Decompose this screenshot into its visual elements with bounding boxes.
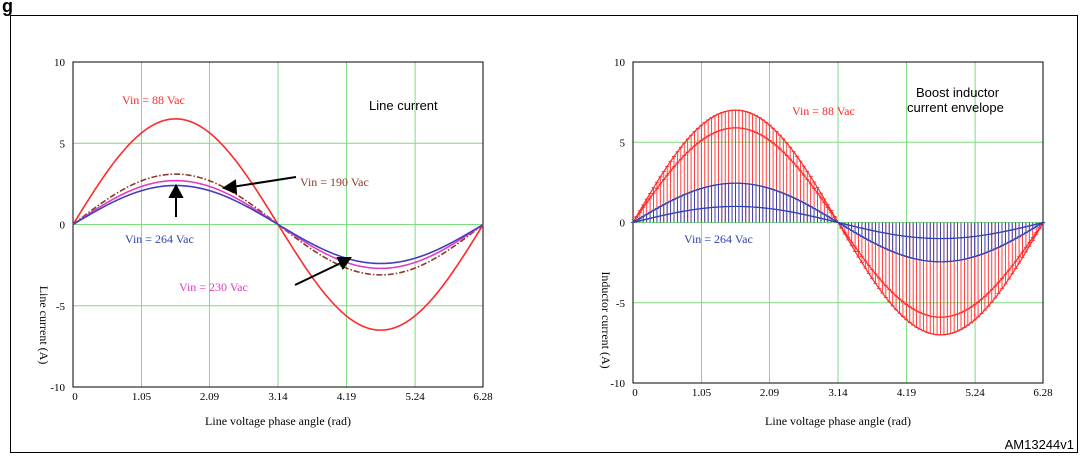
series-group xyxy=(631,109,1045,336)
x-axis-label: Line voltage phase angle (rad) xyxy=(765,414,911,428)
y-tick-label: -5 xyxy=(616,298,626,310)
annotation-vin230: Vin = 230 Vac xyxy=(179,280,248,294)
tick-labels: 0 1.05 2.09 3.14 4.19 5.24 6.28 10 5 0 -5 -10 xyxy=(610,57,1053,399)
x-tick-label: 3.14 xyxy=(828,387,848,399)
x-tick-label: 5.24 xyxy=(405,391,425,403)
y-axis-label: Inductor current (A) xyxy=(599,271,613,368)
x-tick-label: 1.05 xyxy=(132,391,152,403)
annotation-box-label-line1: Boost inductor xyxy=(916,85,1000,100)
x-tick-label: 6.28 xyxy=(473,391,493,403)
annotation-box-label: Line current xyxy=(369,98,438,113)
series-group xyxy=(72,118,484,331)
y-tick-label: 10 xyxy=(614,57,626,69)
figure-label-fragment: g xyxy=(2,0,13,16)
x-tick-label: 6.28 xyxy=(1033,387,1053,399)
x-tick-label: 1.05 xyxy=(692,387,712,399)
annotation-vin190: Vin = 190 Vac xyxy=(300,175,369,189)
x-tick-label: 4.19 xyxy=(897,387,917,399)
figure-frame xyxy=(10,15,1078,453)
x-tick-label: 2.09 xyxy=(200,391,220,403)
series-envelope-vin-264-vac xyxy=(631,182,1045,263)
y-tick-label: -10 xyxy=(610,378,625,390)
y-tick-label: 10 xyxy=(54,57,66,69)
y-axis-label: Line current (A) xyxy=(37,286,51,365)
y-tick-label: -5 xyxy=(56,301,66,313)
x-axis-label: Line voltage phase angle (rad) xyxy=(205,414,351,428)
y-tick-label: 5 xyxy=(620,137,626,149)
x-tick-label: 4.19 xyxy=(337,391,357,403)
y-tick-label: 5 xyxy=(60,138,66,150)
figure-id: AM13244v1 xyxy=(1004,437,1074,452)
y-tick-label: -10 xyxy=(50,382,65,394)
annotation-vin88: Vin = 88 Vac xyxy=(122,93,185,107)
x-tick-label: 5.24 xyxy=(965,387,985,399)
y-tick-label: 0 xyxy=(620,218,626,230)
arrow-vin230 xyxy=(294,257,352,286)
y-tick-label: 0 xyxy=(60,220,66,232)
x-tick-label: 0 xyxy=(72,391,78,403)
series-line-vin-264-vac xyxy=(72,184,484,265)
x-tick-label: 2.09 xyxy=(760,387,780,399)
annotation-vin264: Vin = 264 Vac xyxy=(684,232,753,246)
envelope-low xyxy=(632,205,1044,240)
arrow-vin190 xyxy=(221,176,297,195)
chart-inductor-current: 0 1.05 2.09 3.14 4.19 5.24 6.28 10 5 0 -5 -10 Boost… xyxy=(599,57,1053,428)
annotation-vin88: Vin = 88 Vac xyxy=(792,104,855,118)
annotation-vin264: Vin = 264 Vac xyxy=(125,232,194,246)
chart-line-current: 0 1.05 2.09 3.14 4.19 5.24 6.28 10 5 0 -5 -10 Vin =… xyxy=(37,57,493,428)
annotation-box-label-line2: current envelope xyxy=(907,100,1004,115)
arrow-vin264 xyxy=(168,183,184,217)
x-tick-label: 3.14 xyxy=(268,391,288,403)
tick-labels: 0 1.05 2.09 3.14 4.19 5.24 6.28 10 5 0 -5 -10 xyxy=(50,57,493,403)
x-tick-label: 0 xyxy=(632,387,638,399)
